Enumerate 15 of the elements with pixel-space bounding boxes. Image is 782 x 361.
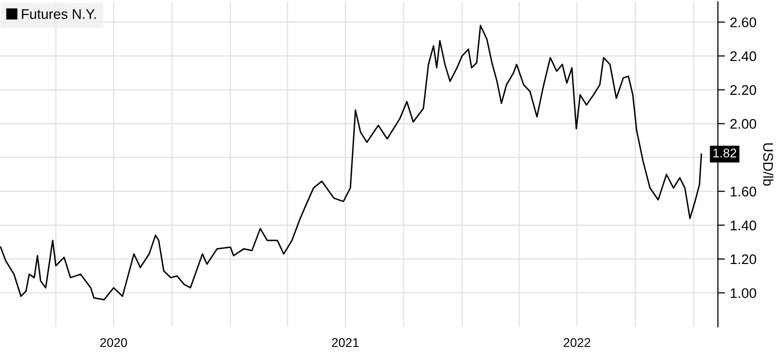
data-label: 1.82 xyxy=(713,148,736,158)
y-tick-label: 2.40 xyxy=(730,51,756,62)
legend-label: Futures N.Y. xyxy=(22,9,96,19)
line-series xyxy=(0,24,702,300)
y-tick-label: 1.60 xyxy=(730,186,756,196)
x-tick-label: 2020 xyxy=(100,338,128,347)
y-tick-label: 1.40 xyxy=(730,220,756,230)
y-tick-label: 1.00 xyxy=(730,288,756,298)
x-tick-label: 2022 xyxy=(564,338,590,347)
y-tick-label: 2.00 xyxy=(730,118,756,129)
y-axis-title: USD/lb xyxy=(763,143,774,186)
y-tick-label: 1.20 xyxy=(730,254,756,264)
y-tick-label: 2.60 xyxy=(730,17,756,28)
x-tick-label: 2021 xyxy=(332,338,359,347)
y-tick-label: 2.20 xyxy=(730,85,756,95)
